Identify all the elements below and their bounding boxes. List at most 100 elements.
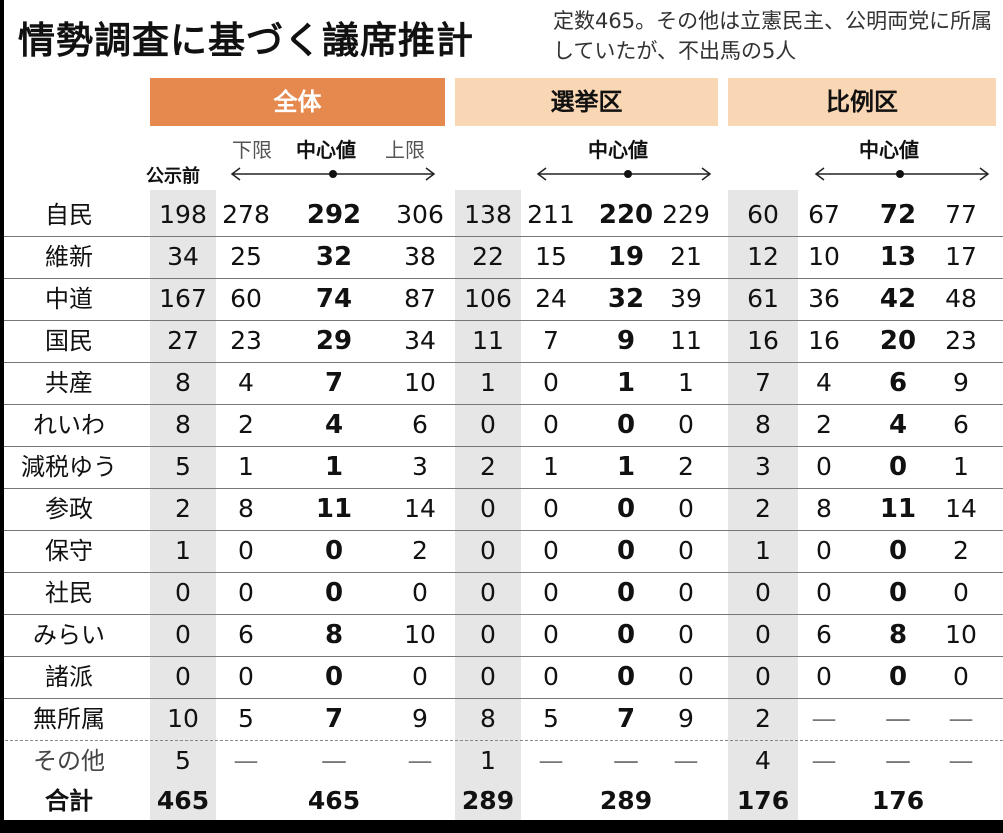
seat-cell: 15	[535, 242, 567, 271]
seat-cell: 9	[616, 326, 636, 356]
total-before: 465	[156, 786, 210, 815]
seat-cell: —	[811, 704, 837, 733]
seat-cell: 0	[480, 662, 496, 691]
group-header-pr: 比例区	[728, 78, 996, 126]
table-row: 社民 0 0 0 0 0 0 0 0 0 0 0 0	[0, 572, 1003, 615]
seat-cell: 38	[404, 242, 436, 271]
seat-cell: 11	[879, 494, 917, 524]
seat-cell: 0	[678, 620, 694, 649]
seat-cell: 0	[616, 494, 636, 524]
seat-cell: 3	[412, 452, 428, 481]
seat-cell: 1	[953, 452, 969, 481]
seat-cell: 10	[945, 620, 977, 649]
subheader-upper: 上限	[385, 138, 425, 162]
seat-cell: 19	[607, 242, 645, 272]
seat-cell: 4	[755, 746, 771, 775]
seat-cell: 10	[404, 620, 436, 649]
subheader-center-district: 中心値	[588, 138, 648, 162]
seat-cell: 0	[678, 410, 694, 439]
seat-cell: 220	[598, 200, 654, 230]
page-note: 定数465。その他は立憲民主、公明両党に所属していたが、不出馬の5人	[553, 9, 993, 63]
seat-cell: 67	[808, 200, 840, 229]
seat-cell: —	[811, 746, 837, 775]
seat-cell: 4	[324, 410, 344, 440]
table-row: 自民 198 278 292 306 138 211 220 229 60 67 72 77	[0, 194, 1003, 237]
seat-cell: 0	[616, 410, 636, 440]
seat-cell: 0	[543, 368, 559, 397]
seat-cell: 211	[527, 200, 575, 229]
seat-cell: 77	[945, 200, 977, 229]
seat-cell: 4	[888, 410, 908, 440]
seat-cell: 11	[472, 326, 504, 355]
seat-cell: 13	[879, 242, 917, 272]
seat-cell: 8	[175, 410, 191, 439]
seat-cell: 7	[543, 326, 559, 355]
seat-cell: 0	[238, 578, 254, 607]
seat-cell: 0	[543, 536, 559, 565]
seat-cell: 0	[412, 662, 428, 691]
seat-cell: 0	[480, 578, 496, 607]
seat-cell: 12	[747, 242, 779, 271]
party-label: 諸派	[45, 663, 93, 691]
seat-cell: 42	[879, 284, 917, 314]
seat-cell: 0	[324, 662, 344, 692]
seat-cell: 0	[755, 578, 771, 607]
range-arrow-pr	[814, 167, 990, 181]
seat-cell: —	[233, 746, 259, 775]
seat-cell: 6	[953, 410, 969, 439]
seat-cell: —	[948, 704, 974, 733]
seat-cell: 0	[678, 494, 694, 523]
seat-cell: 0	[175, 620, 191, 649]
seat-cell: 1	[324, 452, 344, 482]
seat-cell: 14	[404, 494, 436, 523]
seat-cell: 14	[945, 494, 977, 523]
party-label: 自民	[45, 201, 93, 229]
seat-cell: 23	[945, 326, 977, 355]
seat-cell: —	[673, 746, 699, 775]
seat-cell: 5	[543, 704, 559, 733]
seat-cell: 1	[480, 368, 496, 397]
table-row: 無所属 10 5 7 9 8 5 7 9 2 — — —	[0, 698, 1003, 741]
party-label: 共産	[45, 369, 93, 397]
seat-cell: 32	[607, 284, 645, 314]
seat-cell: 0	[238, 662, 254, 691]
seat-cell: 8	[324, 620, 344, 650]
seat-cell: 23	[230, 326, 262, 355]
seat-cell: 16	[747, 326, 779, 355]
seat-cell: 0	[616, 662, 636, 692]
range-arrow-district	[536, 167, 712, 181]
seat-cell: 25	[230, 242, 262, 271]
seat-cell: 9	[953, 368, 969, 397]
seat-cell: 11	[670, 326, 702, 355]
seat-cell: 1	[755, 536, 771, 565]
seat-cell: 0	[480, 410, 496, 439]
seat-cell: 87	[404, 284, 436, 313]
seat-cell: 9	[412, 704, 428, 733]
district-before-total: 289	[461, 786, 515, 815]
party-label: れいわ	[33, 411, 105, 439]
seat-cell: 10	[404, 368, 436, 397]
seat-cell: 8	[888, 620, 908, 650]
seat-cell: 48	[945, 284, 977, 313]
seat-cell: 0	[175, 578, 191, 607]
seat-cell: 1	[616, 368, 636, 398]
seat-cell: 10	[167, 704, 199, 733]
seat-cell: 0	[412, 578, 428, 607]
seat-cell: 0	[480, 620, 496, 649]
range-arrow-total	[230, 167, 436, 181]
seat-cell: 8	[755, 410, 771, 439]
party-label: 減税ゆう	[21, 453, 117, 481]
subheader-center-total: 中心値	[296, 138, 356, 162]
seat-cell: 0	[324, 578, 344, 608]
group-header-total: 全体	[150, 78, 445, 126]
column-band-district-before	[455, 190, 521, 820]
party-label: 維新	[45, 243, 93, 271]
table-row: 諸派 0 0 0 0 0 0 0 0 0 0 0 0	[0, 656, 1003, 699]
seat-cell: 0	[543, 410, 559, 439]
seat-cell: 0	[324, 536, 344, 566]
seat-cell: 32	[315, 242, 353, 272]
seat-cell: 27	[167, 326, 199, 355]
table-row: 共産 8 4 7 10 1 0 1 1 7 4 6 9	[0, 362, 1003, 405]
seat-cell: 0	[816, 662, 832, 691]
seat-cell: 2	[755, 704, 771, 733]
